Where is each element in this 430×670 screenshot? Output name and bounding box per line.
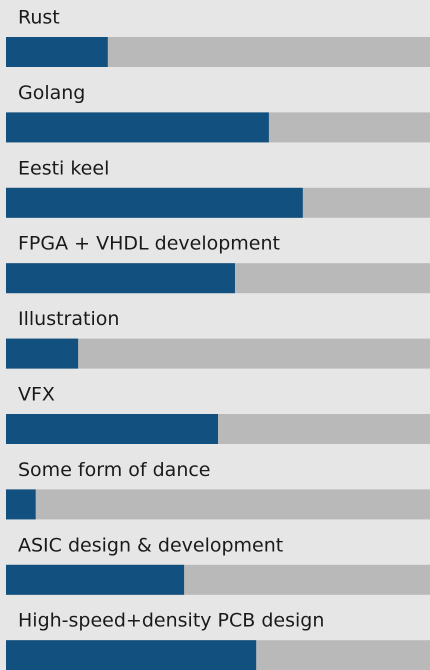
bar xyxy=(6,187,303,218)
bar xyxy=(6,37,108,67)
skill-label: Illustration xyxy=(18,308,119,330)
bar xyxy=(6,338,79,369)
bar xyxy=(6,112,269,143)
bar xyxy=(6,489,36,520)
bar xyxy=(6,414,218,444)
skill-label: Rust xyxy=(18,7,60,29)
bar xyxy=(6,640,257,670)
skill-label: VFX xyxy=(18,384,55,406)
bar xyxy=(6,564,185,595)
skill-label: Some form of dance xyxy=(18,459,211,481)
skill-label: FPGA + VHDL development xyxy=(18,233,280,255)
skill-label: Golang xyxy=(18,82,85,104)
skill-label: Eesti keel xyxy=(18,157,109,179)
bar xyxy=(6,263,235,294)
skill-label: High-speed+density PCB design xyxy=(18,610,324,632)
bar-track xyxy=(6,489,430,520)
skill-label: ASIC design & development xyxy=(18,534,283,556)
